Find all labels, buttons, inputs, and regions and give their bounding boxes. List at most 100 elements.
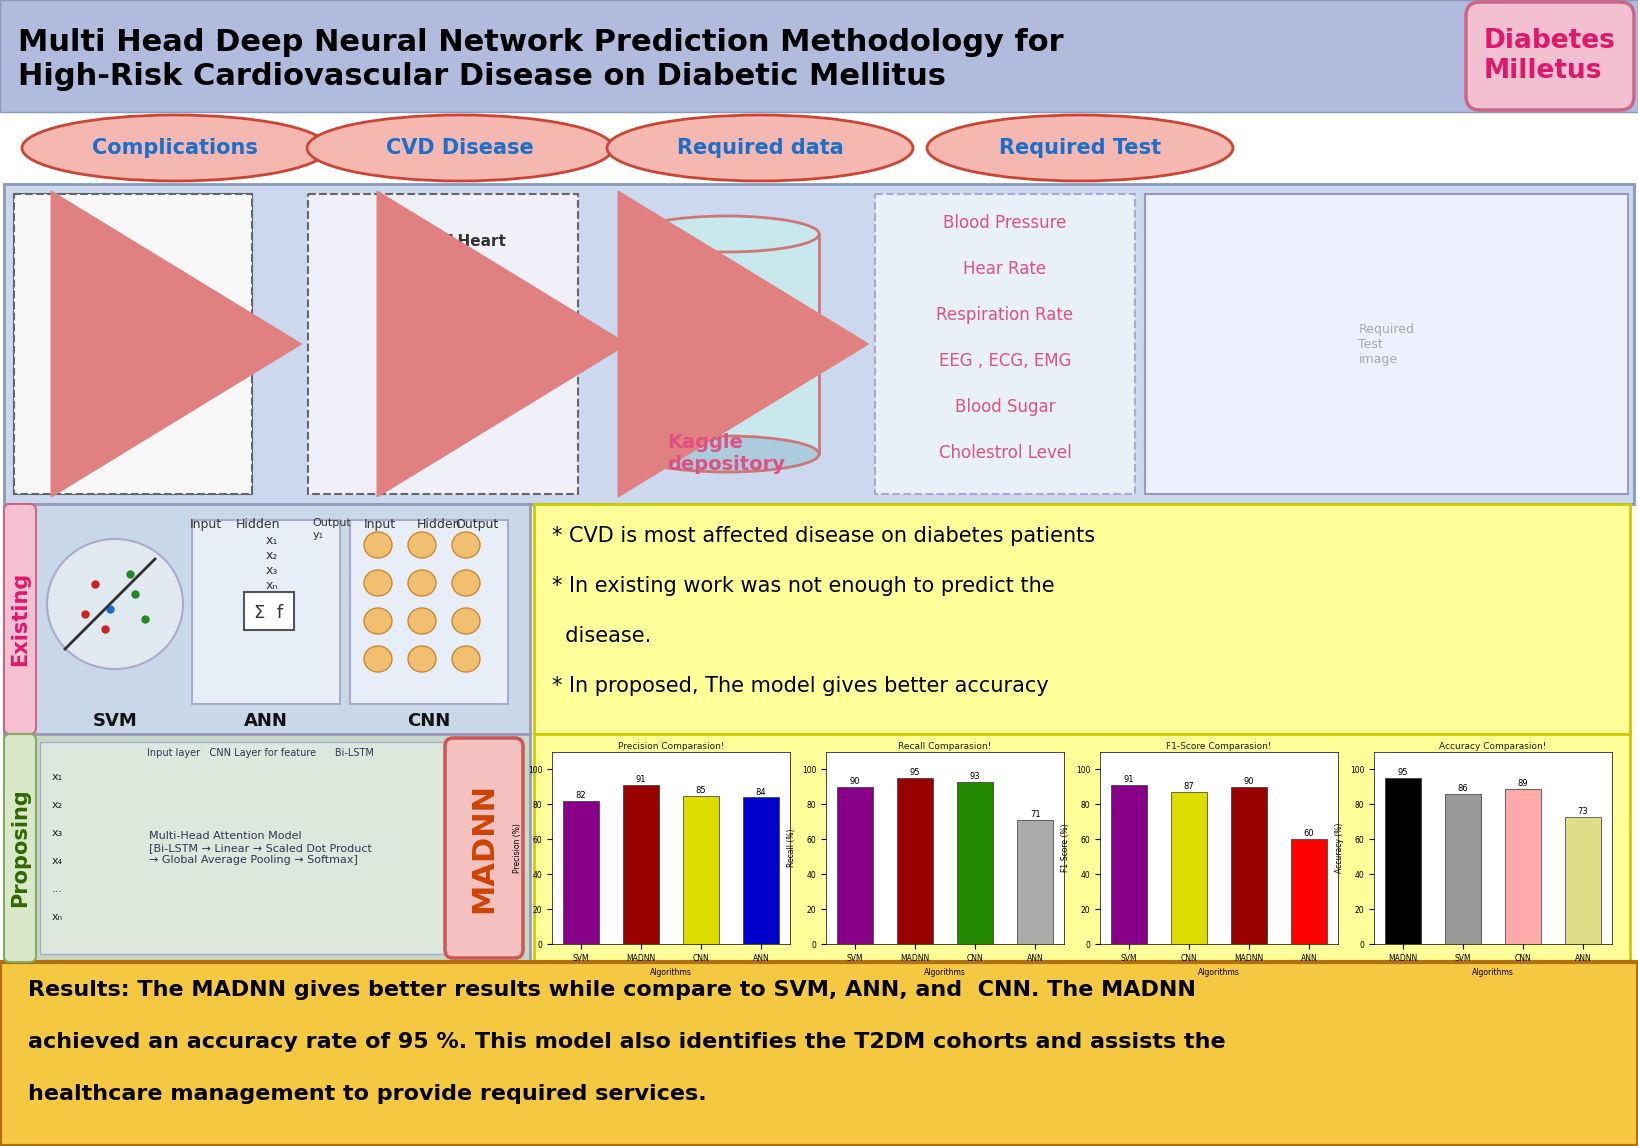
Title: F1-Score Comparasion!: F1-Score Comparasion! xyxy=(1166,743,1271,752)
Text: 89: 89 xyxy=(1518,779,1528,787)
Text: disease.: disease. xyxy=(552,626,652,646)
Text: Required data: Required data xyxy=(676,138,844,158)
FancyBboxPatch shape xyxy=(3,504,36,733)
Bar xyxy=(1445,794,1481,944)
Text: 95: 95 xyxy=(1397,768,1409,777)
Ellipse shape xyxy=(408,532,436,558)
Ellipse shape xyxy=(364,646,391,672)
Text: xₙ: xₙ xyxy=(52,912,64,923)
Text: Results: The MADNN gives better results while compare to SVM, ANN, and  CNN. The: Results: The MADNN gives better results … xyxy=(28,980,1196,1000)
Text: Required Test: Required Test xyxy=(999,138,1161,158)
Text: x₁
x₂
x₃
xₙ: x₁ x₂ x₃ xₙ xyxy=(265,534,278,592)
Text: x₄: x₄ xyxy=(52,856,64,866)
Bar xyxy=(837,787,873,944)
Text: healthcare management to provide required services.: healthcare management to provide require… xyxy=(28,1084,706,1104)
Text: Input: Input xyxy=(364,518,396,531)
Text: DIABETES
affects: DIABETES affects xyxy=(95,299,172,329)
Bar xyxy=(3,733,531,961)
Bar xyxy=(39,741,480,953)
Text: Respiration Rate: Respiration Rate xyxy=(937,306,1073,324)
Bar xyxy=(957,782,993,944)
Ellipse shape xyxy=(21,115,328,181)
Bar xyxy=(534,504,1630,733)
Text: * In existing work was not enough to predict the: * In existing work was not enough to pre… xyxy=(552,576,1055,596)
Ellipse shape xyxy=(452,609,480,634)
Ellipse shape xyxy=(634,435,819,472)
Text: 91: 91 xyxy=(636,776,647,784)
Ellipse shape xyxy=(364,532,391,558)
X-axis label: Algorithms: Algorithms xyxy=(924,968,966,978)
Bar xyxy=(875,194,1135,494)
Text: 60: 60 xyxy=(1304,830,1314,839)
Ellipse shape xyxy=(452,570,480,596)
Text: Multi-Head Attention Model
[Bi-LSTM → Linear → Scaled Dot Product
→ Global Avera: Multi-Head Attention Model [Bi-LSTM → Li… xyxy=(149,831,372,864)
Bar xyxy=(1505,788,1541,944)
Y-axis label: Precision (%): Precision (%) xyxy=(513,823,523,873)
Title: Recall Comparasion!: Recall Comparasion! xyxy=(898,743,991,752)
Ellipse shape xyxy=(927,115,1233,181)
X-axis label: Algorithms: Algorithms xyxy=(1197,968,1240,978)
Y-axis label: Recall (%): Recall (%) xyxy=(788,829,796,868)
Text: x₁: x₁ xyxy=(52,772,64,782)
Text: Proposing: Proposing xyxy=(10,788,29,908)
Bar xyxy=(3,504,531,733)
X-axis label: Algorithms: Algorithms xyxy=(650,968,691,978)
Text: x₂: x₂ xyxy=(52,800,64,810)
Text: High-Risk Cardiovascular Disease on Diabetic Mellitus: High-Risk Cardiovascular Disease on Diab… xyxy=(18,62,947,91)
Text: achieved an accuracy rate of 95 %. This model also identifies the T2DM cohorts a: achieved an accuracy rate of 95 %. This … xyxy=(28,1033,1225,1052)
Text: ANN: ANN xyxy=(244,712,288,730)
Bar xyxy=(15,194,252,494)
Text: Output
y₁: Output y₁ xyxy=(313,518,352,540)
Text: SVM: SVM xyxy=(93,712,138,730)
Text: * In proposed, The model gives better accuracy: * In proposed, The model gives better ac… xyxy=(552,676,1048,696)
Bar xyxy=(683,795,719,944)
Text: Kaggle
depository: Kaggle depository xyxy=(668,433,786,474)
Bar xyxy=(622,785,658,944)
Text: * CVD is most affected disease on diabetes patients: * CVD is most affected disease on diabet… xyxy=(552,526,1096,545)
Bar xyxy=(1384,778,1420,944)
Bar xyxy=(0,961,1638,1146)
Bar xyxy=(1566,817,1602,944)
Ellipse shape xyxy=(408,609,436,634)
FancyBboxPatch shape xyxy=(446,738,523,958)
Bar xyxy=(1232,787,1268,944)
Text: Hidden: Hidden xyxy=(236,518,280,531)
Text: Hear Rate: Hear Rate xyxy=(963,260,1047,278)
Y-axis label: Accuracy (%): Accuracy (%) xyxy=(1335,823,1345,873)
Bar xyxy=(0,0,1638,112)
FancyBboxPatch shape xyxy=(3,733,36,961)
Text: Input layer   CNN Layer for feature      Bi-LSTM: Input layer CNN Layer for feature Bi-LST… xyxy=(146,748,373,758)
Text: 95: 95 xyxy=(909,768,921,777)
Text: Complications: Complications xyxy=(92,138,257,158)
Text: Cholestrol Level: Cholestrol Level xyxy=(939,444,1071,462)
Ellipse shape xyxy=(364,570,391,596)
Text: Output: Output xyxy=(455,518,498,531)
Bar xyxy=(192,520,341,704)
Text: 82: 82 xyxy=(575,791,586,800)
Ellipse shape xyxy=(306,115,613,181)
Text: 91: 91 xyxy=(1124,776,1133,784)
Text: Blood Sugar: Blood Sugar xyxy=(955,398,1055,416)
Bar xyxy=(351,520,508,704)
Title: Accuracy Comparasion!: Accuracy Comparasion! xyxy=(1440,743,1546,752)
Bar xyxy=(1111,785,1147,944)
Text: Blood Pressure: Blood Pressure xyxy=(943,214,1066,231)
Text: CNN: CNN xyxy=(408,712,450,730)
Bar xyxy=(563,801,600,944)
Ellipse shape xyxy=(364,609,391,634)
Text: x₃: x₃ xyxy=(52,829,64,838)
Text: 84: 84 xyxy=(755,787,767,796)
Bar xyxy=(244,592,293,630)
Text: Multi Head Deep Neural Network Prediction Methodology for: Multi Head Deep Neural Network Predictio… xyxy=(18,28,1063,57)
Bar xyxy=(308,194,578,494)
Text: ...: ... xyxy=(52,884,62,894)
Bar xyxy=(744,798,780,944)
Text: 73: 73 xyxy=(1577,807,1589,816)
Bar xyxy=(1291,839,1327,944)
Text: Input: Input xyxy=(190,518,223,531)
Text: 87: 87 xyxy=(1184,783,1194,791)
Text: 93: 93 xyxy=(970,771,981,780)
Text: Existing: Existing xyxy=(10,572,29,666)
Bar xyxy=(1145,194,1628,494)
Text: 90: 90 xyxy=(850,777,860,786)
